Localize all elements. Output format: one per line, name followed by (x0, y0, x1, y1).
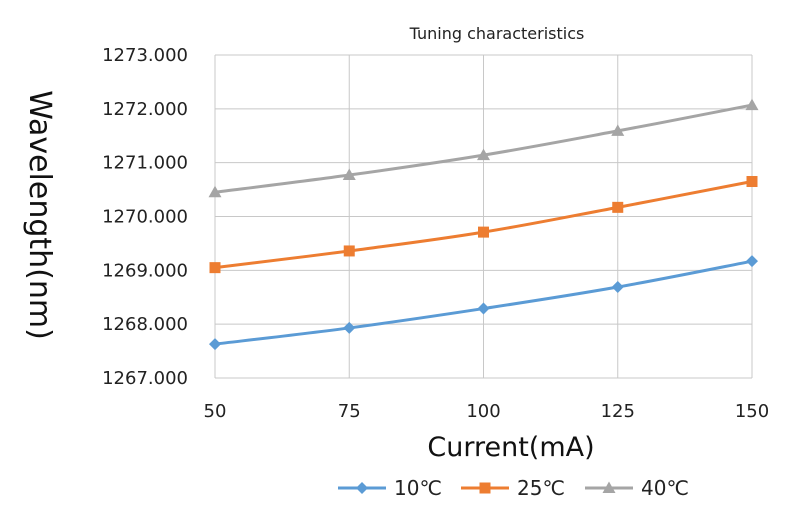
data-point (745, 98, 759, 111)
x-tick-labels: 50 75 100 125 150 (204, 401, 770, 422)
data-point (477, 302, 490, 315)
series-1 (209, 176, 758, 274)
x-tick-label: 100 (466, 401, 500, 422)
x-tick-label: 50 (204, 401, 227, 422)
data-point (611, 124, 625, 136)
data-point (478, 226, 489, 238)
x-tick-label: 150 (735, 401, 769, 422)
data-point (342, 168, 356, 181)
y-tick-label: 1269.000 (102, 260, 188, 281)
y-tick-label: 1267.000 (102, 368, 188, 389)
y-tick-label: 1272.000 (102, 99, 188, 120)
legend-marker (479, 482, 491, 494)
data-point (746, 255, 758, 268)
legend-label: 10℃ (394, 476, 442, 500)
y-tick-label: 1271.000 (102, 153, 188, 174)
legend: 10℃ 25℃ 40℃ (338, 476, 689, 500)
legend-label: 40℃ (641, 476, 689, 500)
grid (214, 54, 753, 379)
x-tick-label: 75 (338, 401, 361, 422)
y-tick-label: 1270.000 (102, 207, 188, 228)
series-2 (208, 98, 759, 198)
legend-marker (602, 481, 616, 493)
legend-label: 25℃ (517, 476, 565, 500)
legend-marker (356, 482, 368, 494)
data-point (343, 245, 355, 257)
y-tick-labels: 1267.000 1268.000 1269.000 1270.000 1271.000… (102, 45, 188, 389)
data-point (209, 262, 221, 274)
legend-item: 25℃ (461, 476, 565, 500)
data-point (612, 201, 624, 213)
data-point (611, 281, 624, 294)
legend-item: 40℃ (585, 476, 689, 500)
series-0 (209, 255, 758, 351)
data-point (208, 185, 222, 198)
data-point (477, 148, 490, 161)
y-axis-label: Wavelength(nm) (22, 90, 57, 340)
chart-title: Tuning characteristics (409, 24, 585, 43)
y-tick-label: 1273.000 (102, 45, 188, 66)
series-group (208, 98, 759, 351)
x-axis-label: Current(mA) (427, 432, 594, 463)
data-point (209, 338, 221, 351)
y-tick-label: 1268.000 (102, 314, 188, 335)
data-point (746, 176, 758, 188)
legend-item: 10℃ (338, 476, 442, 500)
data-point (343, 321, 356, 334)
x-tick-label: 125 (601, 401, 635, 422)
